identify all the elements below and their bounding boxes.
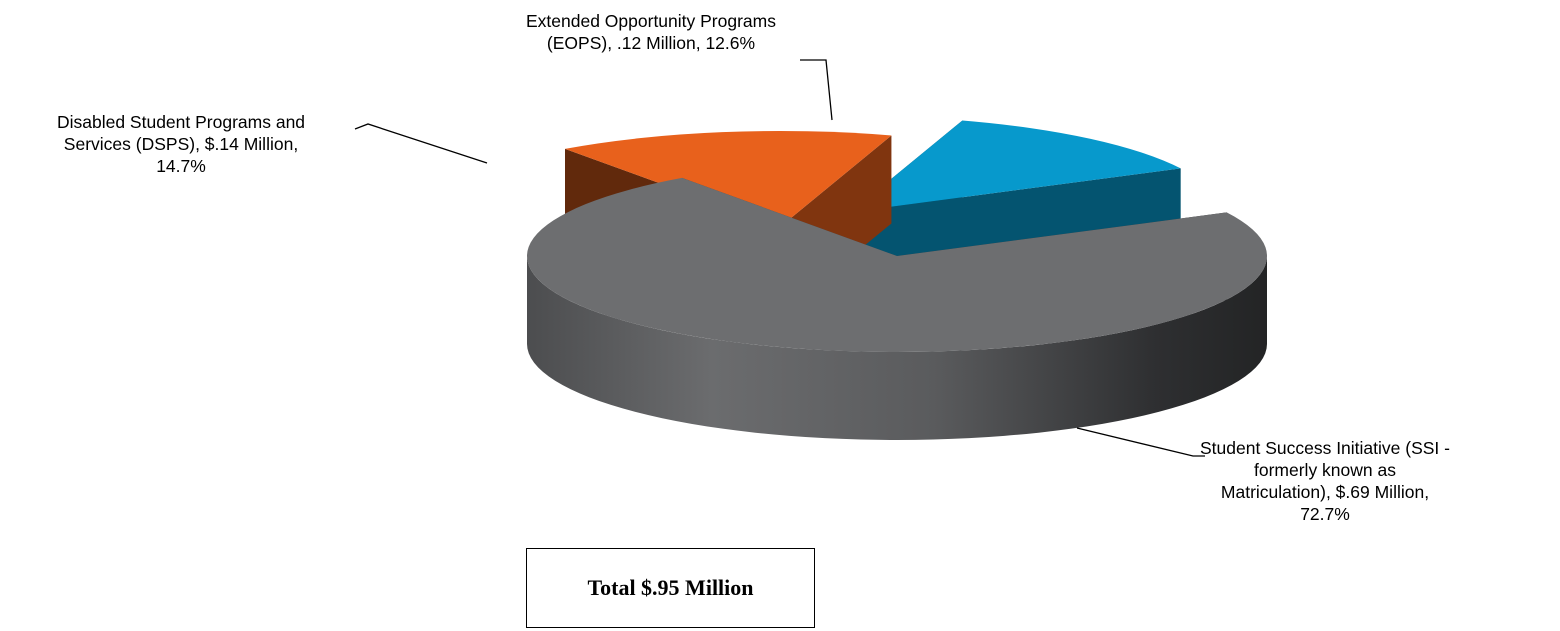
slice-label-eops: Extended Opportunity Programs (EOPS), .1… (461, 10, 841, 54)
leader-line-dsps (354, 123, 488, 164)
pie-slice-ssi-side (527, 256, 1267, 440)
ssi-label-line-3: Matriculation), $.69 Million, (1220, 482, 1430, 502)
ssi-label-line-2: formerly known as (1254, 460, 1396, 480)
eops-label-line-1: Extended Opportunity Programs (526, 11, 776, 31)
slice-label-dsps: Disabled Student Programs and Services (… (5, 111, 357, 177)
dsps-label-line-1: Disabled Student Programs and (56, 112, 306, 132)
dsps-label-line-2: Services (DSPS), $.14 Million, (63, 134, 299, 154)
pie-slice-ssi-top (527, 177, 1267, 352)
slice-label-ssi: Student Success Initiative (SSI - former… (1170, 437, 1480, 525)
pie-slice-eops-top (851, 120, 1181, 212)
leader-line-eops (800, 59, 833, 121)
ssi-label-line-1: Student Success Initiative (SSI - (1200, 438, 1450, 458)
leader-line-ssi (1076, 427, 1205, 457)
dsps-label-line-3: 14.7% (156, 156, 206, 176)
pie-slice-ssi (527, 177, 1267, 440)
total-label: Total $.95 Million (587, 575, 754, 600)
pie-slice-dsps-top (565, 131, 892, 227)
ssi-label-line-4: 72.7% (1300, 504, 1350, 524)
total-box: Total $.95 Million (526, 548, 815, 628)
eops-label-line-2: (EOPS), .12 Million, 12.6% (546, 33, 756, 53)
